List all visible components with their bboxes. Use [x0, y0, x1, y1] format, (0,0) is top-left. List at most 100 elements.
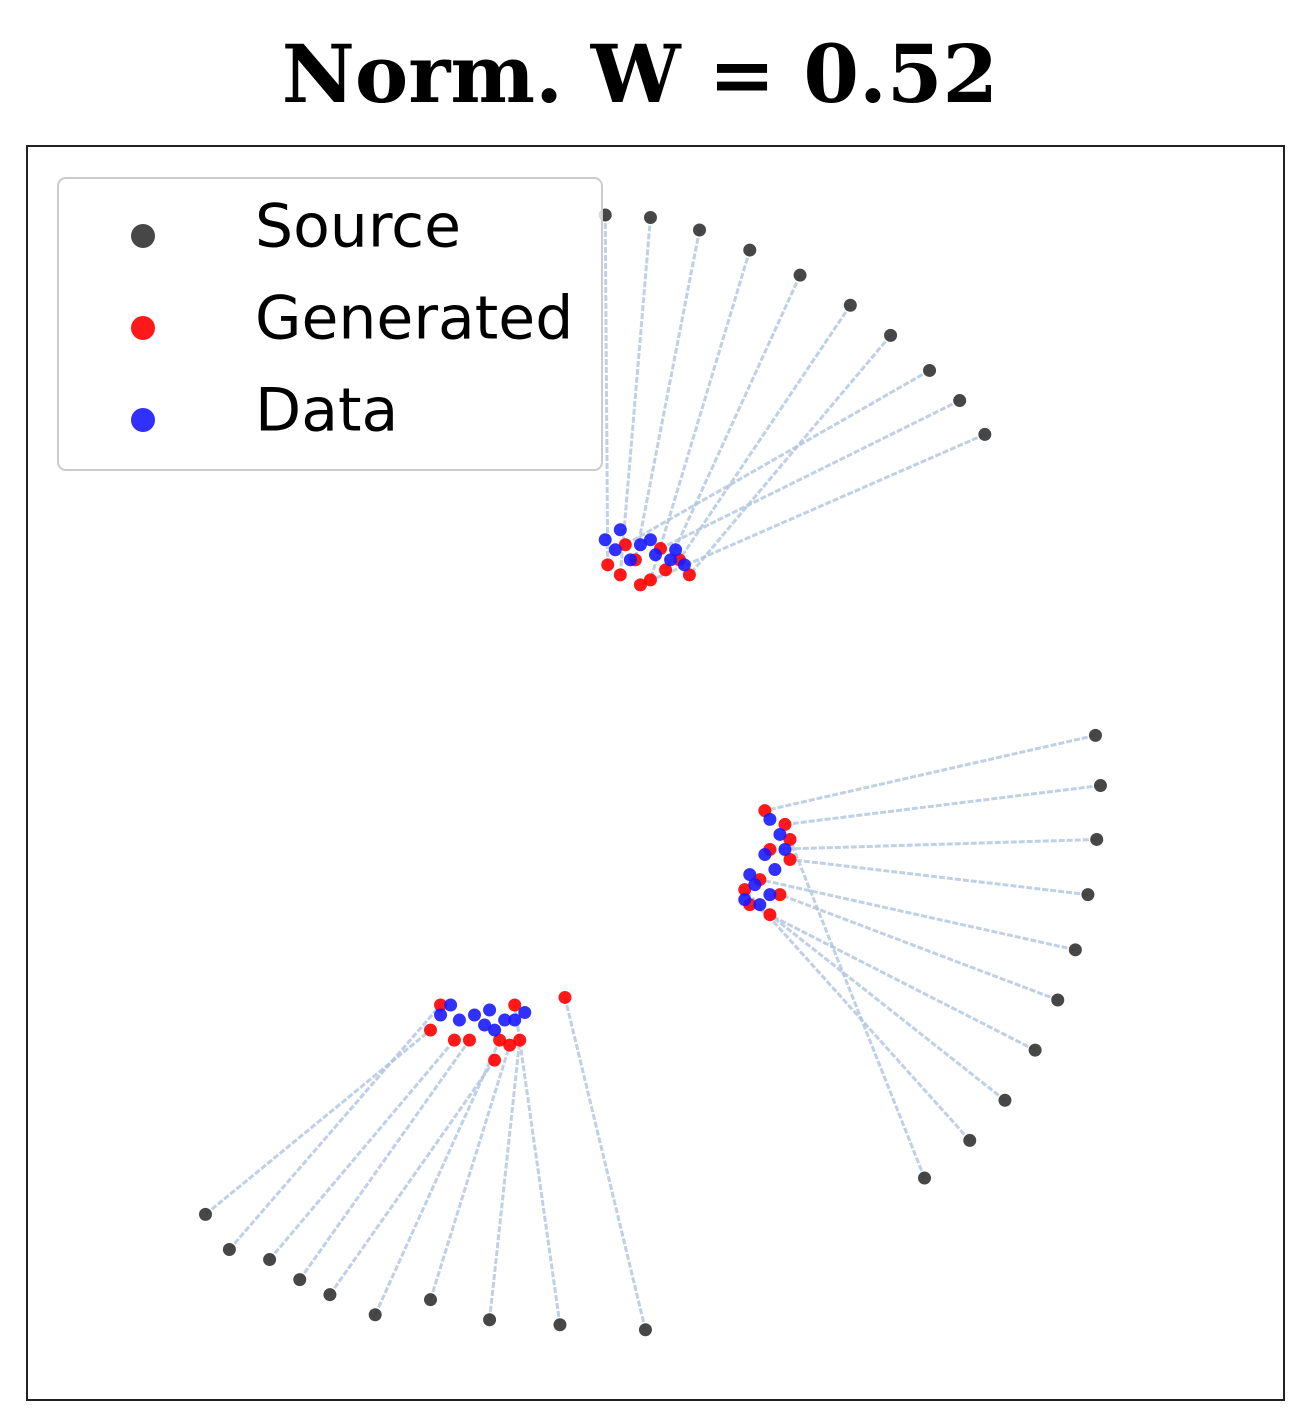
point — [618, 538, 632, 552]
point — [1051, 993, 1065, 1007]
transport-line — [204, 1028, 432, 1216]
transport-line — [769, 837, 1097, 851]
transport-line — [743, 888, 971, 1142]
point — [773, 827, 787, 841]
transport-line — [659, 399, 961, 550]
point — [518, 1006, 532, 1020]
transport-line — [429, 1044, 512, 1301]
point — [423, 1023, 437, 1037]
legend-label: Generated — [255, 284, 573, 354]
point — [1088, 728, 1102, 742]
point — [513, 1033, 527, 1047]
transport-line — [624, 369, 931, 547]
transport-line — [633, 229, 701, 561]
point — [778, 842, 792, 856]
transport-line — [789, 858, 1089, 897]
point — [659, 563, 673, 577]
point — [263, 1253, 277, 1267]
point — [613, 568, 627, 582]
point — [623, 553, 637, 567]
point — [978, 427, 992, 441]
point — [608, 543, 622, 557]
point — [763, 908, 777, 922]
transport-line — [664, 274, 802, 571]
transport-line — [649, 249, 752, 581]
point — [434, 998, 448, 1012]
transport-line — [603, 214, 610, 565]
point — [452, 1013, 466, 1027]
transport-line — [228, 1004, 442, 1251]
transport-line — [788, 838, 926, 1179]
point — [638, 1323, 652, 1337]
transport-line — [764, 733, 1096, 813]
transport-line — [268, 1039, 456, 1261]
point — [508, 998, 522, 1012]
point — [753, 898, 767, 912]
transport-line — [779, 893, 1059, 1002]
plot-frame — [26, 145, 1285, 1401]
legend-marker — [131, 316, 155, 340]
transport-line — [639, 433, 986, 587]
point — [643, 210, 657, 224]
point — [793, 268, 807, 282]
transport-line — [373, 1039, 501, 1316]
point — [483, 1003, 497, 1017]
point — [643, 573, 657, 587]
point — [953, 394, 967, 408]
point — [293, 1273, 307, 1287]
point — [633, 578, 647, 592]
point — [1028, 1043, 1042, 1057]
transport-line — [298, 1039, 471, 1281]
transport-line — [784, 784, 1101, 826]
point — [488, 1023, 502, 1037]
point — [467, 1008, 481, 1022]
transport-line — [749, 903, 1036, 1052]
point — [917, 1171, 931, 1185]
point — [664, 553, 678, 567]
point — [763, 888, 777, 902]
point — [884, 328, 898, 342]
point — [198, 1207, 212, 1221]
point — [1068, 943, 1082, 957]
point — [423, 1293, 437, 1307]
point — [553, 1318, 567, 1332]
transport-line — [488, 1039, 522, 1320]
transport-line — [678, 304, 852, 561]
point — [222, 1243, 236, 1257]
point — [649, 548, 662, 562]
point — [434, 1008, 448, 1022]
point — [323, 1288, 337, 1302]
point — [447, 1033, 461, 1047]
chart-title: Norm. W = 0.52 — [282, 27, 998, 121]
point — [503, 1038, 517, 1052]
point — [758, 848, 772, 862]
point — [692, 223, 706, 237]
point — [748, 878, 762, 892]
point — [783, 853, 797, 867]
point — [1093, 779, 1107, 793]
point — [743, 868, 757, 882]
point — [493, 1033, 507, 1047]
point — [682, 568, 696, 582]
point — [488, 1053, 502, 1067]
point — [508, 1013, 522, 1027]
transport-line — [513, 1004, 562, 1325]
point — [1090, 832, 1104, 846]
point — [498, 1013, 512, 1027]
point — [598, 533, 612, 547]
legend-box — [57, 177, 603, 471]
point — [963, 1133, 977, 1147]
point — [669, 543, 683, 557]
transport-line — [563, 997, 647, 1331]
point — [558, 990, 572, 1004]
transport-line — [759, 878, 1076, 952]
legend-label: Data — [255, 376, 398, 446]
point — [783, 832, 797, 846]
legend-marker — [131, 408, 155, 432]
transport-line — [768, 913, 1006, 1102]
point — [643, 533, 657, 547]
point — [444, 998, 458, 1012]
point — [768, 863, 782, 877]
transport-line — [618, 217, 652, 575]
